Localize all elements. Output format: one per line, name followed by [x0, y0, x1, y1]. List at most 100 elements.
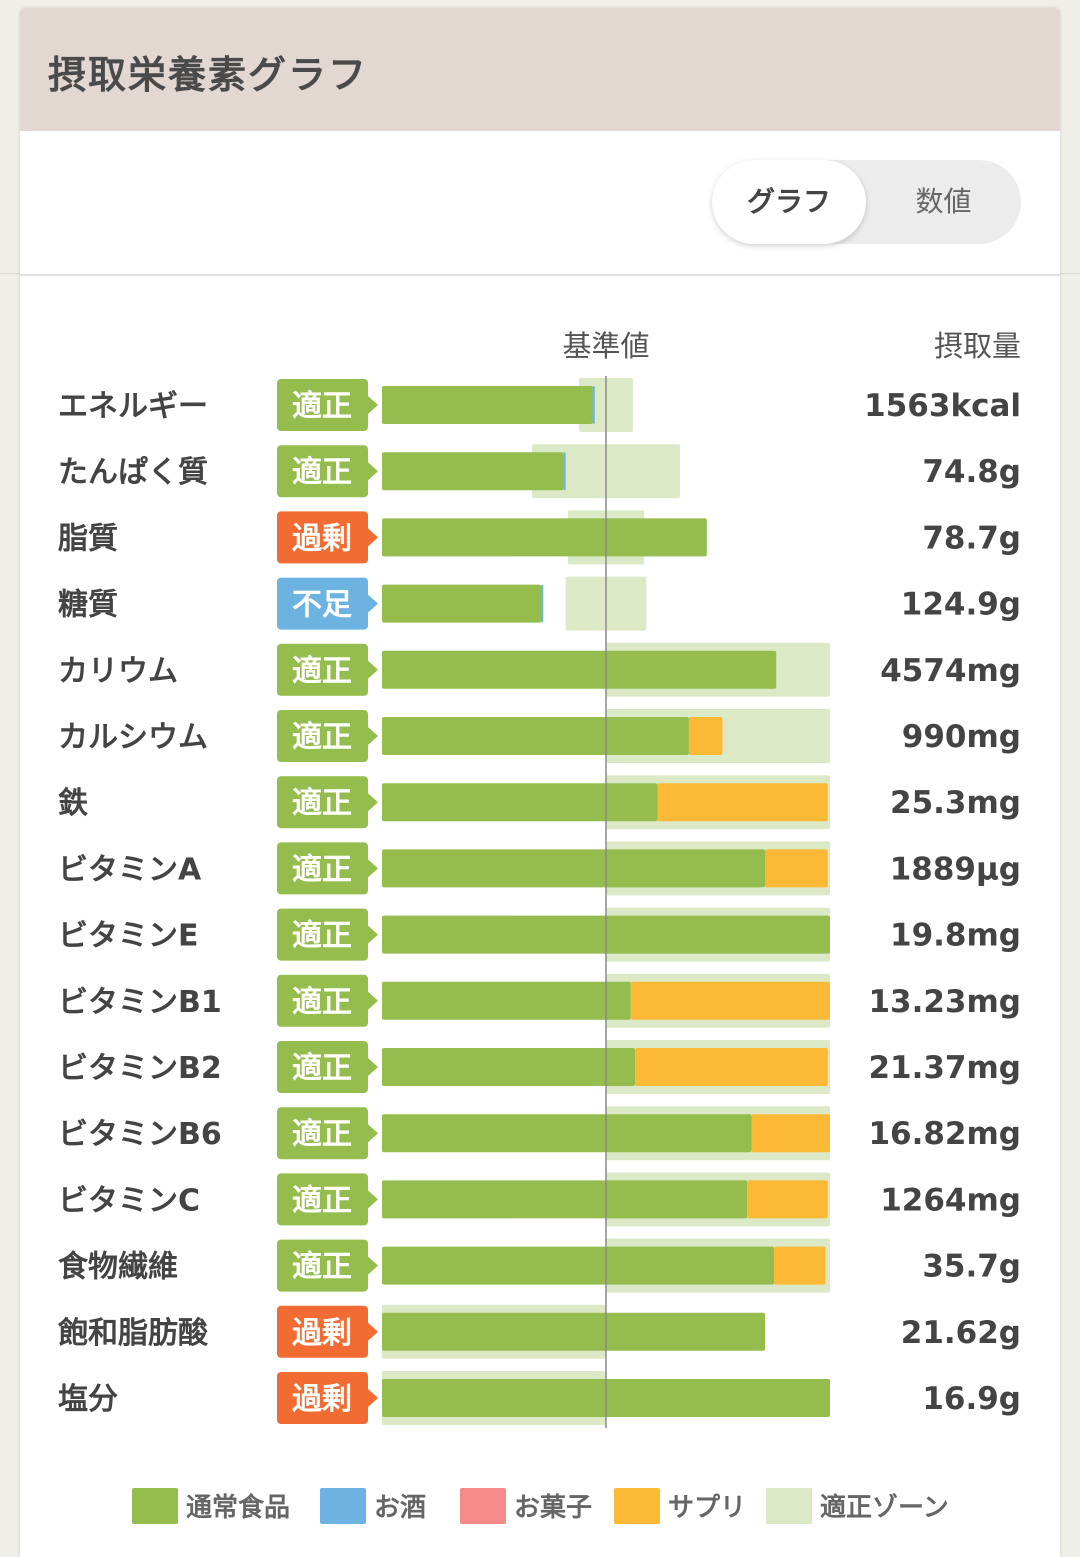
status-badge — [277, 908, 368, 961]
status-badge-arrow — [368, 1190, 378, 1209]
graph-view-button[interactable]: グラフ — [712, 160, 866, 244]
status-badge — [277, 842, 368, 895]
status-badge-arrow — [368, 1389, 378, 1407]
nutrient-row[interactable]: 塩分 過剰 16.9g — [58, 1371, 1021, 1425]
nutrient-name: エネルギー — [58, 389, 208, 424]
nutrient-row[interactable]: エネルギー 適正 1563kcal — [58, 378, 1021, 432]
reference-label: 基準値 — [562, 329, 649, 363]
nutrient-row[interactable]: カリウム 適正 4574mg — [58, 642, 1021, 697]
bar-segment-normal-food — [382, 783, 658, 822]
nutrient-row[interactable]: ビタミンB2 適正 21.37mg — [58, 1040, 1021, 1094]
nutrient-row[interactable]: ビタミンE 適正 19.8mg — [58, 907, 1021, 962]
nutrient-name: 塩分 — [58, 1382, 118, 1417]
status-badge-label: 過剰 — [292, 521, 352, 556]
bar-segment-supplement — [635, 1048, 828, 1086]
nutrient-row[interactable]: 鉄 適正 25.3mg — [58, 775, 1021, 830]
status-badge — [277, 1372, 368, 1424]
legend-label: 適正ゾーン — [820, 1492, 949, 1523]
intake-value: 1563kcal — [864, 388, 1021, 424]
view-toggle: グラフ 数値 — [712, 160, 1021, 244]
legend-swatch-snacks — [460, 1488, 506, 1524]
status-badge-arrow — [368, 1058, 378, 1076]
intake-value: 1889μg — [890, 851, 1021, 887]
status-badge-label: 適正 — [292, 654, 352, 689]
intake-value: 124.9g — [901, 587, 1021, 623]
status-badge-label: 適正 — [292, 1051, 352, 1086]
bar-segment-supplement — [657, 783, 828, 822]
intake-value: 4574mg — [880, 653, 1021, 689]
intake-value: 21.62g — [901, 1315, 1021, 1351]
status-badge-arrow — [368, 1322, 378, 1341]
status-badge — [277, 445, 368, 498]
legend-label: お菓子 — [514, 1493, 592, 1523]
status-badge-label: 過剰 — [292, 1316, 352, 1351]
status-badge-arrow — [368, 1256, 378, 1275]
nutrient-row[interactable]: ビタミンC 適正 1264mg — [58, 1172, 1021, 1227]
status-badge — [277, 974, 368, 1027]
nutrient-name: ビタミンB1 — [58, 985, 222, 1020]
bar-segment-alcohol — [563, 452, 566, 491]
nutrient-row[interactable]: 食物繊維 適正 35.7g — [58, 1238, 1021, 1293]
bar-segment-supplement — [774, 1246, 826, 1285]
intake-value: 990mg — [902, 719, 1021, 755]
nutrient-row[interactable]: ビタミンA 適正 1889μg — [58, 841, 1021, 896]
nutrient-row[interactable]: ビタミンB1 適正 13.23mg — [58, 973, 1021, 1028]
nutrient-name: 鉄 — [58, 786, 88, 821]
nutrient-name: ビタミンC — [58, 1183, 200, 1218]
status-badge-label: 適正 — [292, 720, 352, 755]
status-badge — [277, 643, 368, 696]
bar-segment-supplement — [751, 1114, 830, 1153]
value-view-button[interactable]: 数値 — [915, 185, 972, 218]
bar-segment-normal-food — [382, 452, 564, 491]
bar-segment-supplement — [747, 1180, 828, 1219]
legend-swatch-normal-food — [132, 1488, 178, 1524]
status-badge-arrow — [368, 594, 378, 613]
status-badge-label: 適正 — [292, 1183, 352, 1218]
nutrient-row[interactable]: 飽和脂肪酸 過剰 21.62g — [58, 1304, 1021, 1359]
status-badge — [277, 577, 368, 630]
intake-value: 21.37mg — [868, 1050, 1021, 1086]
bar-segment-normal-food — [382, 1246, 774, 1285]
nutrient-row[interactable]: 脂質 過剰 78.7g — [58, 510, 1021, 565]
status-badge-label: 適正 — [292, 389, 352, 424]
bar-segment-normal-food — [382, 518, 707, 557]
bar-segment-normal-food — [382, 584, 542, 623]
nutrient-row[interactable]: たんぱく質 適正 74.8g — [58, 444, 1021, 499]
legend: 通常食品 お酒 お菓子 サプリ 適正ゾーン — [132, 1488, 949, 1524]
status-badge-arrow — [368, 462, 378, 481]
bar-segment-normal-food — [382, 1114, 752, 1153]
status-badge-label: 適正 — [292, 1117, 352, 1152]
bar-segment-normal-food — [382, 1312, 766, 1351]
status-badge-arrow — [368, 925, 378, 944]
legend-swatch-alcohol — [320, 1488, 366, 1524]
status-badge-arrow — [368, 660, 378, 679]
status-badge — [277, 710, 368, 762]
page-title: 摂取栄養素グラフ — [48, 53, 369, 97]
status-badge-arrow — [368, 727, 378, 745]
nutrient-graph-card: 摂取栄養素グラフ グラフ 数値 基準値 摂取量 エネルギー 適正 1563kcal た… — [20, 8, 1060, 1557]
legend-swatch-supplement — [614, 1488, 660, 1524]
bar-segment-alcohol — [592, 386, 595, 424]
status-badge-arrow — [368, 793, 378, 812]
nutrient-row[interactable]: ビタミンB6 適正 16.82mg — [58, 1106, 1021, 1161]
intake-value: 16.9g — [922, 1381, 1021, 1417]
bar-segment-alcohol — [541, 584, 544, 623]
nutrient-name: カリウム — [58, 654, 178, 689]
nutrient-row[interactable]: 糖質 不足 124.9g — [58, 576, 1021, 631]
nutrient-name: 脂質 — [58, 521, 118, 556]
nutrient-name: ビタミンE — [58, 919, 199, 954]
status-badge — [277, 379, 368, 431]
status-badge-label: 過剰 — [292, 1382, 352, 1417]
status-badge-label: 適正 — [292, 1250, 352, 1285]
intake-value: 35.7g — [922, 1249, 1021, 1285]
status-badge — [277, 1305, 368, 1358]
intake-value: 74.8g — [922, 454, 1021, 490]
nutrient-name: 糖質 — [58, 588, 118, 623]
nutrient-row[interactable]: カルシウム 適正 990mg — [58, 709, 1021, 763]
nutrient-name: ビタミンB2 — [58, 1051, 222, 1086]
status-badge — [277, 511, 368, 564]
intake-value: 13.23mg — [868, 984, 1021, 1020]
card-header: 摂取栄養素グラフ — [20, 8, 1060, 131]
status-badge-arrow — [368, 1124, 378, 1143]
nutrient-name: 食物繊維 — [58, 1250, 178, 1285]
